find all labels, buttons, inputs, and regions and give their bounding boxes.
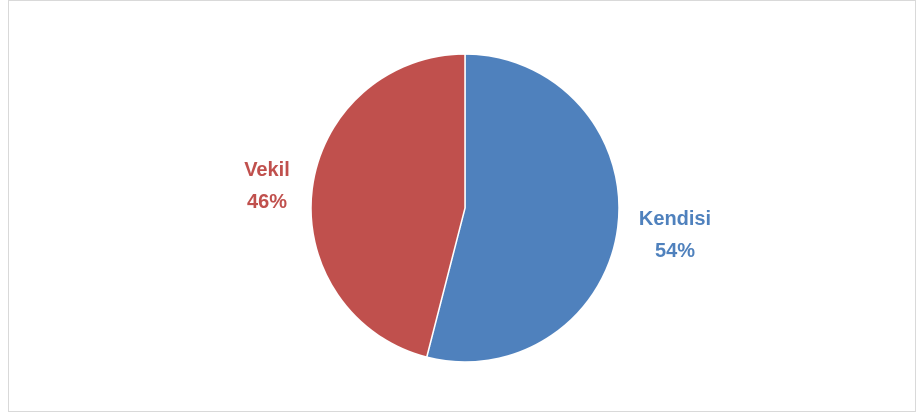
slice-label-kendisi: Kendisi <box>639 208 711 230</box>
pie-slices <box>310 53 620 363</box>
pie-slice-vekil <box>310 53 466 359</box>
slice-percent-vekil: 46% <box>247 191 287 213</box>
pie-slice-kendisi <box>425 53 620 363</box>
slice-label-vekil: Vekil <box>244 159 290 181</box>
slice-percent-kendisi: 54% <box>655 240 695 262</box>
